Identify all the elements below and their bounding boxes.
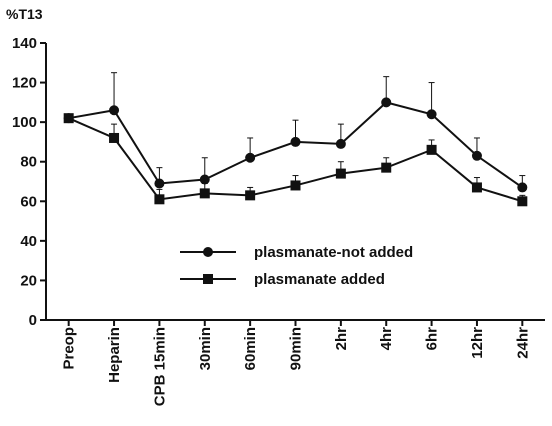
data-point [517, 182, 528, 193]
series-0 [63, 72, 528, 193]
data-point [335, 168, 346, 179]
x-tick-label: 90min [288, 327, 305, 370]
x-tick-label: 24hr [514, 327, 531, 359]
x-tick-label: Heparin [106, 327, 123, 383]
x-ticks: Preop Heparin CPB 15min 30min 60min 90min 2hr 4… [61, 320, 531, 406]
data-point [471, 182, 482, 193]
data-point [426, 109, 437, 120]
y-tick-label: 120 [12, 75, 37, 92]
legend-item-1: plasmanate added [180, 271, 385, 288]
y-tick-label: 0 [29, 312, 37, 329]
x-tick-label: Preop [61, 327, 78, 370]
data-point [109, 105, 120, 116]
x-tick-label: 12hr [469, 327, 486, 359]
data-point [335, 138, 346, 149]
data-point [199, 174, 210, 185]
y-ticks: 0 20 40 60 80 100 120 140 [12, 35, 46, 329]
data-point [381, 162, 392, 173]
y-tick-label: 140 [12, 35, 37, 52]
y-tick-label: 100 [12, 114, 37, 131]
x-tick-label: CPB 15min [151, 327, 168, 406]
x-tick-label: 4hr [378, 327, 395, 351]
y-tick-label: 40 [20, 233, 37, 250]
legend-label: plasmanate-not added [254, 244, 413, 261]
data-point [471, 150, 482, 161]
data-point [245, 152, 256, 163]
data-point [290, 136, 301, 147]
legend-item-0: plasmanate-not added [180, 244, 413, 261]
series-1 [63, 113, 528, 207]
y-axis-label: %T13 [6, 6, 43, 22]
data-point [63, 113, 74, 124]
data-point [199, 188, 210, 199]
data-point [290, 180, 301, 191]
x-tick-label: 2hr [333, 327, 350, 351]
data-point [245, 190, 256, 201]
legend-label: plasmanate added [254, 271, 385, 288]
x-tick-label: 6hr [424, 327, 441, 351]
data-point [154, 194, 165, 205]
data-point [381, 97, 392, 108]
y-tick-label: 20 [20, 272, 37, 289]
data-point [517, 196, 528, 207]
y-tick-label: 60 [20, 193, 37, 210]
legend-marker [203, 247, 213, 257]
legend: plasmanate-not added plasmanate added [180, 244, 413, 288]
data-point [109, 132, 120, 143]
data-point [426, 144, 437, 155]
y-tick-label: 80 [20, 154, 37, 171]
legend-marker [203, 274, 213, 284]
x-tick-label: 60min [242, 327, 259, 370]
series-layer [63, 72, 528, 207]
data-point [154, 178, 165, 189]
x-tick-label: 30min [197, 327, 214, 370]
